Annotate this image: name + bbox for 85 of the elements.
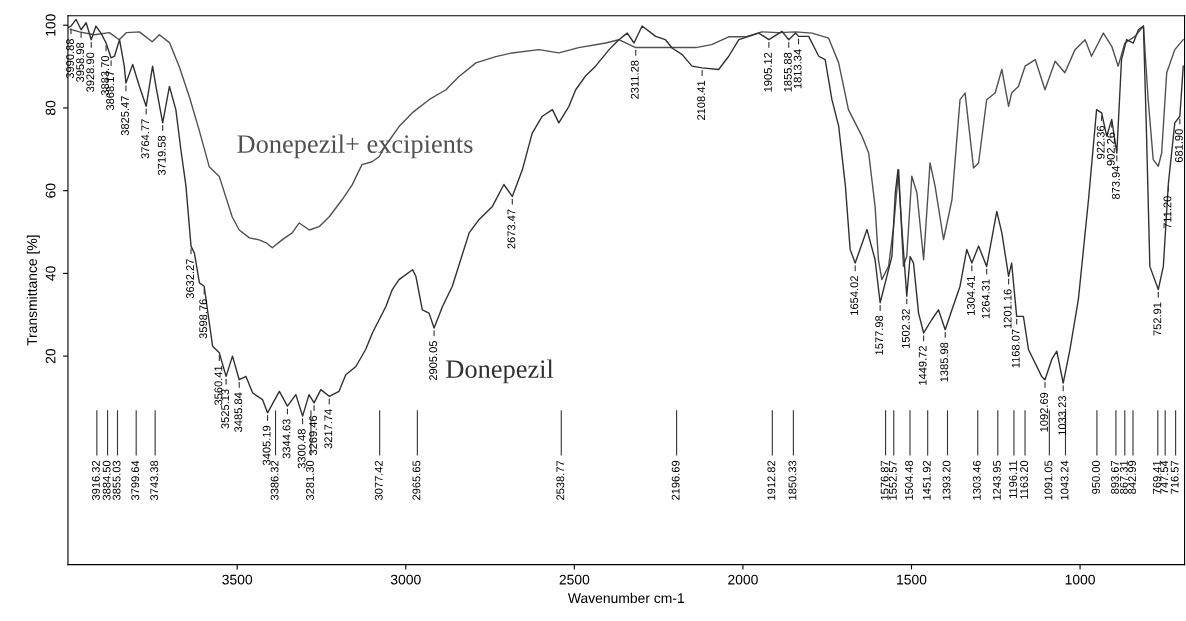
annotation: 3958.98 xyxy=(76,42,85,83)
annotation: 3217.74 xyxy=(324,409,333,449)
annotation: 902.26 xyxy=(1106,132,1115,166)
annotation: 3928.90 xyxy=(86,52,95,92)
ref-line-label: 3916.32 xyxy=(91,460,100,501)
ref-line-label: 747.54 xyxy=(1160,460,1169,494)
annotation: 1855.88 xyxy=(783,52,792,92)
legend-label: Donepezil xyxy=(446,359,554,384)
x-tick-label: 3500 xyxy=(222,574,253,585)
annotation: 1264.31 xyxy=(981,279,990,319)
ref-line-label: 1552.57 xyxy=(888,460,897,500)
annotation: 1449.72 xyxy=(918,346,927,385)
annotation: 3300.48 xyxy=(297,429,306,469)
annotation: 1201.16 xyxy=(1003,289,1012,329)
annotation: 2108.41 xyxy=(697,80,706,120)
ref-line-label: 1043.24 xyxy=(1060,460,1069,500)
ref-line-label: 1850.33 xyxy=(788,460,797,500)
ref-line-label: 3386.32 xyxy=(270,460,279,501)
y-axis-title: Transmittance [%] xyxy=(26,235,40,346)
annotation: 2311.28 xyxy=(630,60,639,99)
annotation: 873.94 xyxy=(1111,165,1120,200)
annotation: 3764.77 xyxy=(141,119,150,159)
annotation: 3485.84 xyxy=(234,392,243,432)
ref-line-label: 1504.48 xyxy=(905,460,913,500)
annotation: 2673.47 xyxy=(507,209,516,249)
annotation: 922.36 xyxy=(1096,125,1105,159)
ref-line-label: 950.00 xyxy=(1092,460,1100,494)
ref-line-label: 2965.65 xyxy=(412,460,421,500)
annotation: 3719.58 xyxy=(157,135,166,176)
annotation: 711.20 xyxy=(1163,196,1172,229)
ref-line-label: 1091.05 xyxy=(1044,460,1053,500)
x-axis-title: Wavenumber cm-1 xyxy=(567,592,684,604)
ref-line-label: 842.99 xyxy=(1128,460,1136,494)
annotation: 1033.23 xyxy=(1058,396,1067,435)
y-tick-label: 60 xyxy=(45,183,56,198)
annotation: 1385.98 xyxy=(940,342,949,382)
y-tick-label: 20 xyxy=(45,348,56,364)
ref-line-label: 3077.42 xyxy=(374,460,383,501)
annotation: 3632.27 xyxy=(186,259,194,299)
ref-line-label: 867.31 xyxy=(1119,460,1128,494)
ref-line-label: 716.57 xyxy=(1170,460,1179,494)
y-tick-label: 80 xyxy=(45,100,56,116)
annotation: 3825.47 xyxy=(121,96,129,136)
ref-line-label: 3743.38 xyxy=(150,460,159,501)
x-tick-label: 3000 xyxy=(390,574,421,585)
ref-line-label: 1576.87 xyxy=(880,460,889,500)
ref-line-label: 893.67 xyxy=(1111,460,1119,494)
annotation: 2905.05 xyxy=(429,340,438,381)
ref-line-label: 1303.46 xyxy=(972,460,981,500)
ref-line-label: 2538.77 xyxy=(556,460,565,500)
annotation: 1502.32 xyxy=(901,309,910,348)
ref-line-label: 3281.30 xyxy=(306,460,314,501)
y-tick-label: 40 xyxy=(45,266,56,281)
annotation: 3405.19 xyxy=(262,425,271,466)
ref-line-label: 1393.20 xyxy=(942,460,951,500)
ref-line-label: 1163.20 xyxy=(1020,460,1029,499)
annotation: 1813.34 xyxy=(793,49,802,89)
annotation: 752.91 xyxy=(1153,302,1162,336)
x-tick-label: 2000 xyxy=(728,574,758,585)
annotation: 3269.46 xyxy=(309,415,318,456)
ref-line-label: 769.41 xyxy=(1152,460,1161,494)
ref-line-label: 3884.50 xyxy=(102,460,111,501)
annotation: 1092.69 xyxy=(1040,392,1048,432)
x-tick-label: 1000 xyxy=(1065,574,1095,585)
annotation: 3344.63 xyxy=(282,419,291,459)
annotation: 1304.41 xyxy=(966,276,975,315)
ref-line-label: 3799.64 xyxy=(131,460,140,501)
x-tick-label: 2500 xyxy=(559,574,590,585)
annotation: 1654.02 xyxy=(850,276,859,315)
annotation: 3990.88 xyxy=(66,39,74,79)
x-tick-label: 1500 xyxy=(897,574,927,585)
annotation: 1168.07 xyxy=(1011,329,1020,368)
ref-line-label: 1451.92 xyxy=(922,460,931,500)
ref-line-label: 1912.82 xyxy=(767,460,776,500)
annotation: 1577.98 xyxy=(875,315,884,355)
annotation: 1905.12 xyxy=(763,52,772,92)
annotation: 3560.41 xyxy=(214,365,223,406)
annotation: 3598.76 xyxy=(199,299,208,339)
ref-line-label: 2196.69 xyxy=(671,460,680,500)
ref-line-label: 1243.95 xyxy=(992,460,1001,500)
annotation: 681.90 xyxy=(1174,129,1183,163)
y-tick-label: 100 xyxy=(45,14,56,36)
annotation: 3525.13 xyxy=(221,389,230,429)
ref-line-label: 3855.03 xyxy=(112,460,121,501)
ref-line-label: 1196.11 xyxy=(1009,460,1017,498)
